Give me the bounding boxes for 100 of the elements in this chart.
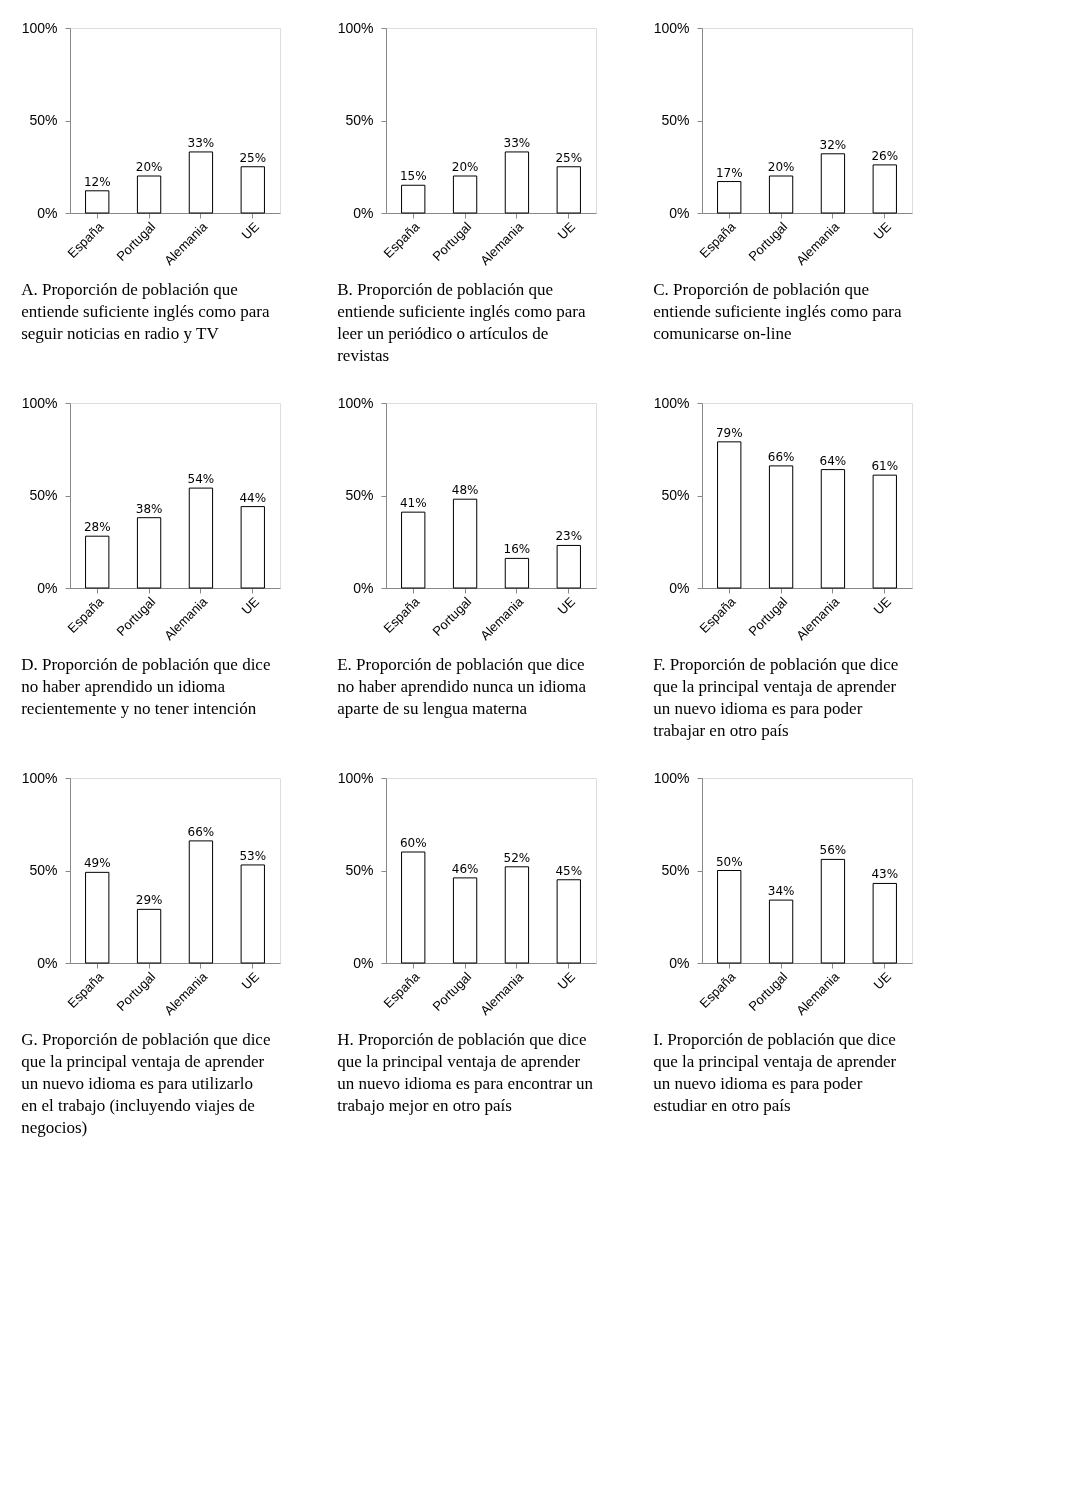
- x-tick-label: UE: [238, 218, 263, 243]
- data-label: 25%: [555, 150, 583, 165]
- y-tick-label: 50%: [29, 487, 58, 503]
- data-label: 54%: [187, 472, 215, 487]
- data-label: 48%: [451, 483, 479, 498]
- y-tick-label: 50%: [29, 862, 58, 878]
- data-label: 46%: [451, 861, 479, 876]
- y-tick-label: 0%: [669, 204, 690, 221]
- data-label: 20%: [135, 160, 163, 174]
- data-label: 56%: [819, 843, 847, 858]
- x-tick-label: UE: [870, 593, 895, 618]
- data-label: 12%: [83, 174, 111, 189]
- data-label: 15%: [399, 169, 427, 184]
- x-tick-label: UE: [238, 593, 263, 618]
- data-label: 33%: [503, 135, 531, 150]
- y-tick-label: 100%: [21, 394, 58, 411]
- data-label: 45%: [555, 863, 583, 878]
- y-tick-label: 50%: [345, 112, 374, 128]
- bar: [768, 465, 794, 589]
- x-tick-label: UE: [554, 968, 579, 993]
- data-label: 64%: [819, 453, 847, 468]
- data-label: 52%: [503, 850, 531, 865]
- text: G. Proporción de población que dice que la principal ventaja de aprender un nuevo idioma es para utilizarlo en el trabajo (incluyendo viajes de negocios): [21, 1029, 271, 1137]
- text: I. Proporción de población que dice que la principal ventaja de aprender un nuevo idioma es para poder estudiar en otro país: [653, 1029, 897, 1115]
- bar: [872, 164, 897, 214]
- bar: [240, 166, 265, 214]
- bar: [452, 175, 478, 214]
- y-tick-label: 0%: [37, 204, 58, 221]
- bar: [504, 866, 530, 964]
- bar: [504, 557, 530, 589]
- bar: [872, 882, 897, 964]
- y-tick-label: 100%: [21, 769, 58, 786]
- data-label: 28%: [83, 520, 111, 535]
- text: C. Proporción de población que entiende suficiente inglés como para comunicarse on-line: [653, 279, 902, 343]
- y-tick-label: 50%: [661, 862, 690, 878]
- bar: [820, 469, 846, 589]
- x-tick-label: UE: [870, 968, 895, 993]
- data-label: 53%: [239, 848, 267, 863]
- bar: [240, 864, 265, 964]
- data-label: 41%: [399, 496, 427, 511]
- bar: [85, 535, 110, 589]
- bar: [240, 506, 265, 589]
- bar: [401, 511, 426, 589]
- data-label: 44%: [239, 490, 267, 505]
- bar: [872, 474, 897, 589]
- bar: [188, 487, 214, 589]
- x-tick-label: UE: [870, 218, 895, 243]
- y-tick-label: 100%: [653, 19, 690, 36]
- data-label: 60%: [399, 836, 427, 850]
- data-label: 32%: [819, 137, 847, 152]
- data-label: 20%: [767, 160, 795, 174]
- bar: [136, 908, 162, 964]
- bar: [401, 851, 426, 964]
- data-label: 34%: [767, 884, 795, 899]
- y-tick-label: 0%: [669, 579, 690, 596]
- bar: [556, 166, 581, 214]
- bar: [717, 181, 742, 214]
- bar: [820, 153, 846, 214]
- y-tick-label: 50%: [661, 112, 690, 128]
- bar: [556, 879, 581, 964]
- text: A. Proporción de población que entiende suficiente inglés como para seguir noticias en radio y TV: [21, 279, 270, 343]
- data-label: 38%: [135, 501, 163, 516]
- y-tick-label: 0%: [353, 204, 374, 221]
- y-tick-label: 100%: [337, 394, 374, 411]
- data-label: 16%: [503, 542, 531, 557]
- bar: [401, 184, 426, 214]
- data-label: 79%: [715, 425, 743, 440]
- data-label: 33%: [187, 135, 215, 150]
- x-tick-label: UE: [554, 593, 579, 618]
- data-label: 20%: [451, 160, 479, 174]
- text: B. Proporción de población que entiende suficiente inglés como para leer un periódico o artículos de revistas: [337, 279, 586, 365]
- data-label: 43%: [871, 867, 899, 882]
- bar: [768, 175, 794, 214]
- bar: [504, 151, 530, 214]
- bar: [820, 858, 846, 964]
- data-label: 23%: [555, 529, 583, 544]
- data-label: 25%: [239, 150, 267, 165]
- data-label: 26%: [871, 148, 899, 163]
- y-tick-label: 0%: [669, 954, 690, 971]
- y-tick-label: 100%: [653, 394, 690, 411]
- bar: [717, 870, 742, 964]
- text: F. Proporción de población que dice que la principal ventaja de aprender un nuevo idioma es para poder trabajar en otro país: [653, 654, 899, 740]
- data-label: 61%: [871, 459, 899, 474]
- x-tick-label: UE: [238, 968, 263, 993]
- bar: [85, 190, 110, 214]
- bar: [136, 175, 162, 214]
- y-tick-label: 50%: [661, 487, 690, 503]
- y-tick-label: 100%: [21, 19, 58, 36]
- data-label: 17%: [715, 165, 743, 180]
- data-label: 66%: [767, 449, 795, 464]
- x-tick-label: UE: [554, 218, 579, 243]
- y-tick-label: 0%: [353, 954, 374, 971]
- y-tick-label: 50%: [345, 862, 374, 878]
- text: D. Proporción de población que dice no haber aprendido un idioma recientemente y no tener intención: [21, 654, 271, 718]
- text: E. Proporción de población que dice no haber aprendido nunca un idioma aparte de su lengua materna: [337, 654, 587, 718]
- data-label: 66%: [187, 824, 215, 839]
- bar: [717, 441, 742, 589]
- data-label: 29%: [135, 893, 163, 908]
- y-tick-label: 0%: [353, 579, 374, 596]
- bar: [452, 498, 478, 589]
